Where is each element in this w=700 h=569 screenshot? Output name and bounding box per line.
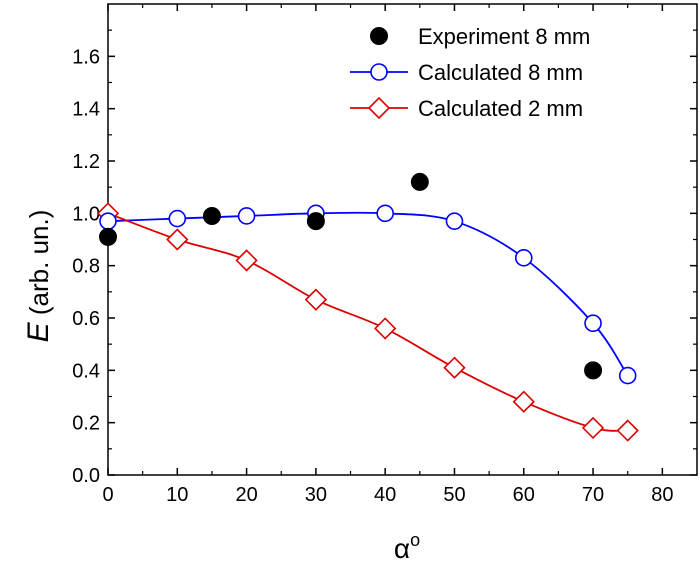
- legend-label-1: Calculated 8 mm: [418, 60, 583, 85]
- x-tick-label: 10: [166, 484, 188, 506]
- data-point-series-2: [512, 390, 535, 413]
- data-point-series-2: [304, 288, 328, 311]
- y-tick-label: 0.2: [72, 413, 100, 435]
- legend-marker-0: [370, 27, 388, 45]
- data-point-series-1: [618, 366, 637, 385]
- x-tick-label: 0: [102, 484, 113, 506]
- data-point-series-0: [410, 172, 429, 191]
- y-tick-label: 1.2: [72, 151, 100, 173]
- x-axis-label-superscript: o: [410, 530, 420, 550]
- data-point-series-0: [584, 361, 603, 380]
- x-tick-label: 30: [305, 484, 327, 506]
- legend-marker-2: [367, 96, 391, 120]
- data-point-series-1: [99, 212, 117, 230]
- y-tick-label: 1.0: [72, 203, 100, 225]
- data-point-series-2: [581, 416, 605, 440]
- y-tick-label: 1.6: [72, 46, 100, 68]
- axes-frame: [107, 3, 698, 476]
- y-tick-label: 0.0: [72, 465, 100, 487]
- data-point-series-1: [237, 207, 256, 225]
- series-line-2: [107, 212, 628, 432]
- data-point-series-2: [374, 317, 397, 340]
- plot-area-border: [107, 3, 698, 476]
- x-tick-label: 40: [374, 484, 396, 506]
- y-tick-label: 1.4: [72, 99, 100, 121]
- data-point-series-0: [99, 227, 117, 246]
- data-point-series-0: [306, 212, 325, 231]
- legend-label-0: Experiment 8 mm: [418, 24, 590, 49]
- data-point-series-2: [166, 228, 189, 251]
- y-tick-label: 0.6: [72, 308, 100, 330]
- x-tick-label: 60: [513, 484, 535, 506]
- legend-label-2: Calculated 2 mm: [418, 96, 583, 121]
- data-point-series-1: [445, 212, 464, 230]
- data-point-series-1: [376, 204, 394, 223]
- x-tick-label: 70: [582, 484, 604, 506]
- x-tick-label: 20: [235, 484, 257, 506]
- x-tick-label: 80: [651, 484, 673, 506]
- x-axis-label: αo: [394, 530, 420, 564]
- y-tick-label: 0.4: [72, 360, 100, 382]
- legend: Experiment 8 mm Calculated 8 mm Calculated…: [350, 24, 590, 121]
- data-point-series-1: [168, 209, 187, 228]
- x-axis-ticks: 0 10 20 30 40 50 60 70 80: [102, 4, 673, 506]
- data-point-series-0: [202, 206, 221, 225]
- data-point-series-1: [514, 249, 533, 267]
- y-tick-label: 0.8: [72, 256, 100, 278]
- x-tick-label: 50: [443, 484, 465, 506]
- data-point-series-2: [616, 419, 639, 442]
- legend-marker-1: [370, 63, 388, 81]
- data-point-series-2: [235, 249, 258, 272]
- y-axis-label: E (arb. un.): [22, 210, 55, 343]
- series-layer: [96, 172, 639, 442]
- data-point-series-2: [443, 356, 466, 379]
- data-point-series-1: [584, 314, 602, 333]
- y-axis-ticks: 0.0 0.2 0.4 0.6 0.8 1.0 1.2 1.4 1.6: [72, 29, 697, 487]
